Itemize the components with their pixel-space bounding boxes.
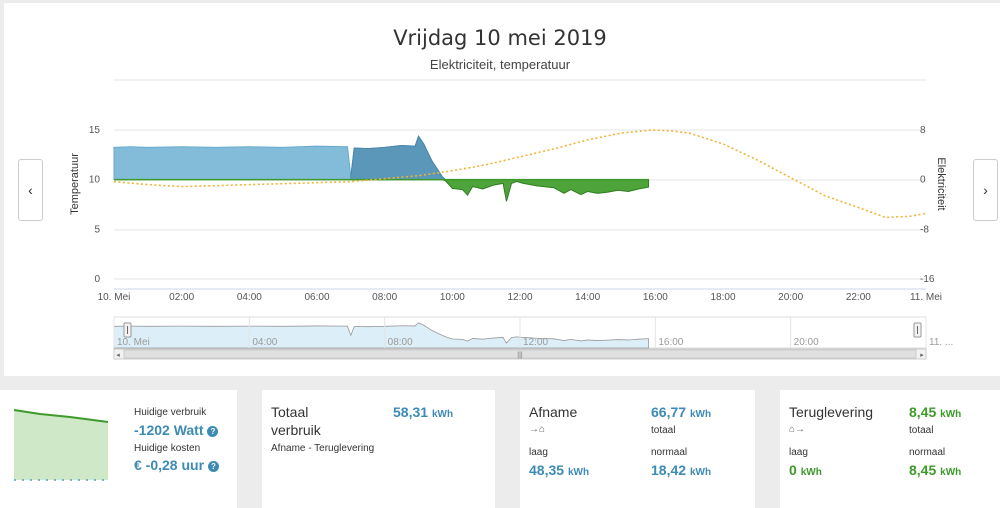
scroll-grip-icon: ||| <box>517 352 523 359</box>
x-tick-label: 10. Mei <box>98 292 131 303</box>
teruglevering-value-label: totaal <box>909 425 934 436</box>
navigator-tick-label: 16:00 <box>658 337 683 348</box>
x-tick-label: 04:00 <box>237 292 262 303</box>
sparkline-area <box>14 410 108 480</box>
chart-navigator[interactable]: 10. Mei 04:00 08:00 12:00 16:00 20:00 11. ... ◂… <box>113 316 953 360</box>
current-cost-label: Huidige kosten <box>134 443 201 454</box>
current-usage-label: Huidige verbruik <box>134 407 207 418</box>
current-cost-value-row: € -0,28 uur ? <box>134 457 219 473</box>
teruglevering-value-row: 8,45 kWh <box>909 404 961 420</box>
x-tick-label: 02:00 <box>169 292 194 303</box>
consumption-area-peak <box>350 135 447 181</box>
afname-low-unit: kWh <box>567 467 590 478</box>
scroll-left-icon: ◂ <box>116 352 120 359</box>
chart-card <box>4 3 1000 376</box>
previous-day-button[interactable]: ‹ <box>18 159 43 221</box>
x-tick-label: 06:00 <box>304 292 329 303</box>
next-day-button[interactable]: › <box>973 159 998 221</box>
total-value-row: 58,31 kWh <box>393 404 453 420</box>
total-title-line2: verbruik <box>271 422 321 438</box>
right-tick-label: -16 <box>920 274 935 285</box>
afname-normal-value: 18,42 <box>651 462 687 478</box>
total-usage-card: Totaal verbruik 58,31 kWh Afname - Terug… <box>262 390 495 508</box>
chart-subtitle: Elektriciteit, temperatuur <box>429 57 571 72</box>
afname-normal-label: normaal <box>651 447 688 458</box>
teruglevering-low-value: 0 <box>789 462 797 478</box>
x-tick-label: 20:00 <box>778 292 803 303</box>
x-tick-label: 18:00 <box>710 292 735 303</box>
navigator-tick-label: 08:00 <box>388 337 413 348</box>
help-icon[interactable]: ? <box>207 461 219 472</box>
current-usage-value-row: -1202 Watt ? <box>134 422 219 438</box>
energy-chart: 15 10 5 0 8 0 -8 -16 10. Mei 02:00 04:00 06:00 08:00… <box>69 79 953 360</box>
left-tick-label: 10 <box>89 175 101 186</box>
total-value: 58,31 <box>393 404 429 420</box>
right-tick-label: 8 <box>920 125 926 136</box>
right-axis-title: Elektriciteit <box>935 157 947 210</box>
sparkline-line <box>13 409 109 423</box>
navigator-tick-label: 04:00 <box>252 337 277 348</box>
current-usage-card: Huidige verbruik -1202 Watt ? Huidige ko… <box>0 390 237 508</box>
grid-to-home-icon: →⌂ <box>529 424 546 435</box>
afname-card: Afname →⌂ 66,77 kWh totaal laag 48,35 kW… <box>520 390 755 508</box>
left-tick-label: 0 <box>94 274 100 285</box>
teruglevering-normal-value: 8,45 <box>909 462 937 478</box>
teruglevering-normal-unit: kWh <box>940 467 962 478</box>
chart-ticks: 15 10 5 0 8 0 -8 -16 10. Mei 02:00 04:00 06:00 08:00… <box>89 125 942 303</box>
temperature-line <box>113 129 927 219</box>
x-tick-label: 10:00 <box>440 292 465 303</box>
current-cost-value: € -0,28 uur <box>134 457 205 473</box>
total-subtitle: Afname - Teruglevering <box>271 443 375 454</box>
navigator-tick-label: 20:00 <box>794 337 819 348</box>
chart-title: Vrijdag 10 mei 2019 <box>393 26 607 50</box>
right-tick-label: 0 <box>920 175 926 186</box>
x-tick-label: 16:00 <box>643 292 668 303</box>
left-tick-label: 15 <box>89 125 101 136</box>
x-tick-label: 14:00 <box>575 292 600 303</box>
teruglevering-low-label: laag <box>789 447 808 458</box>
teruglevering-unit: kWh <box>940 409 962 420</box>
current-usage-value: -1202 Watt <box>134 422 204 438</box>
x-tick-label: 11. Mei <box>910 292 942 303</box>
scroll-right-icon: ▸ <box>920 352 924 359</box>
navigator-tick-label: 10. Mei <box>117 337 150 348</box>
total-unit: kWh <box>431 409 454 420</box>
home-to-grid-icon: ⌂→ <box>789 424 806 435</box>
production-area <box>114 179 650 202</box>
navigator-tick-label: 12:00 <box>523 337 548 348</box>
teruglevering-low-unit: kWh <box>800 467 822 478</box>
teruglevering-normal-label: normaal <box>909 447 946 458</box>
teruglevering-normal-row: 8,45 kWh <box>909 462 961 478</box>
afname-unit: kWh <box>689 409 712 420</box>
x-tick-label: 12:00 <box>507 292 532 303</box>
x-tick-label: 08:00 <box>372 292 397 303</box>
left-axis-title: Temperatuur <box>69 153 81 215</box>
help-icon[interactable]: ? <box>207 426 219 437</box>
afname-low-row: 48,35 kWh <box>529 462 589 478</box>
total-title-line1: Totaal <box>271 404 309 420</box>
left-tick-label: 5 <box>94 224 100 235</box>
afname-title: Afname <box>529 404 578 420</box>
afname-value-row: 66,77 kWh <box>651 404 711 420</box>
teruglevering-value: 8,45 <box>909 404 937 420</box>
teruglevering-low-row: 0 kWh <box>789 462 822 478</box>
navigator-area <box>113 322 649 349</box>
right-tick-label: -8 <box>920 224 929 235</box>
chevron-right-icon: › <box>983 182 988 198</box>
usage-sparkline <box>13 409 109 481</box>
teruglevering-title: Teruglevering <box>789 404 874 420</box>
scrollbar-thumb <box>123 349 917 359</box>
afname-normal-row: 18,42 kWh <box>651 462 711 478</box>
x-tick-label: 22:00 <box>846 292 871 303</box>
navigator-tick-label: 11. ... <box>929 337 953 348</box>
afname-normal-unit: kWh <box>689 467 712 478</box>
afname-low-value: 48,35 <box>529 462 565 478</box>
afname-low-label: laag <box>529 447 548 458</box>
afname-value: 66,77 <box>651 404 687 420</box>
afname-value-label: totaal <box>651 425 676 436</box>
chevron-left-icon: ‹ <box>28 182 33 198</box>
teruglevering-card: Teruglevering ⌂→ 8,45 kWh totaal laag 0 … <box>780 390 1000 508</box>
chart-series <box>113 129 927 219</box>
